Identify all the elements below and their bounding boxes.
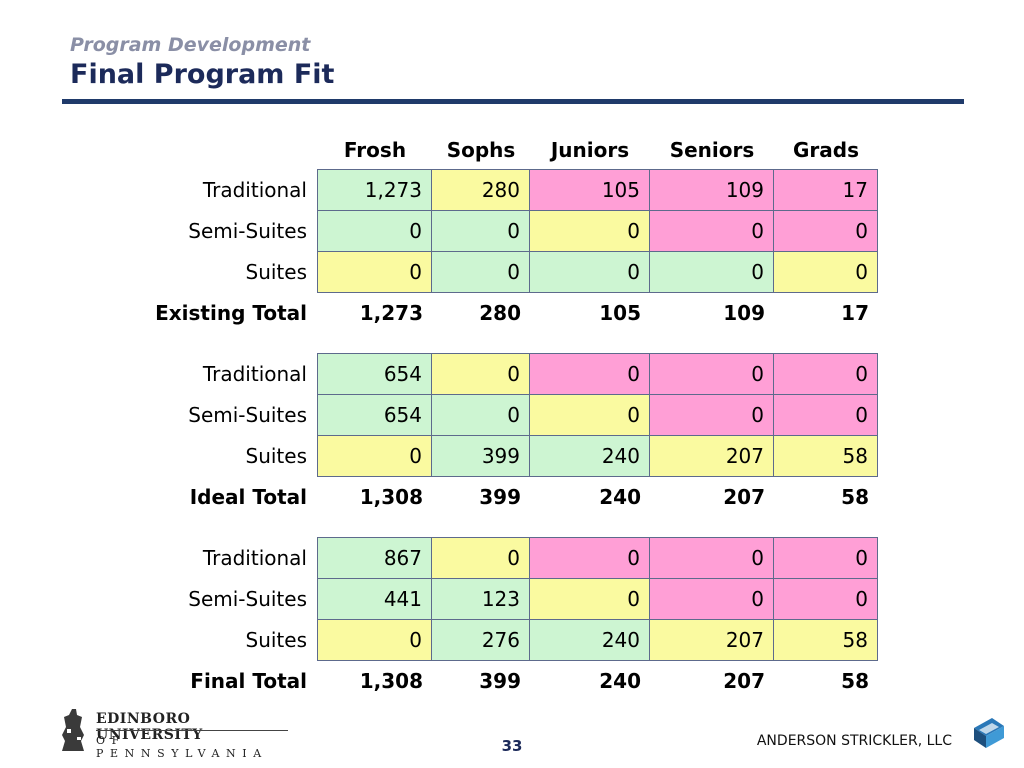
column-header-sophs: Sophs [446, 138, 516, 162]
table-cell: 0 [773, 251, 878, 293]
table-cell: 0 [649, 210, 774, 252]
total-value: 58 [841, 669, 869, 693]
table-cell: 0 [773, 537, 878, 579]
table-cell: 0 [317, 435, 432, 477]
row-label: Traditional [202, 546, 307, 570]
total-value: 240 [599, 669, 641, 693]
table-cell: 276 [431, 619, 530, 661]
slide-subtitle: Program Development [70, 34, 311, 56]
page-number: 33 [501, 737, 523, 755]
total-value: 207 [723, 669, 765, 693]
table-cell: 0 [529, 353, 650, 395]
total-value: 240 [599, 485, 641, 509]
edinboro-logo: EDINBORO UNIVERSITY OF PENNSYLVANIA [58, 707, 298, 760]
table-cell: 0 [431, 537, 530, 579]
total-value: 399 [479, 485, 521, 509]
table-cell: 0 [649, 251, 774, 293]
table-cell: 1,273 [317, 169, 432, 211]
table-cell: 0 [773, 210, 878, 252]
table-cell: 867 [317, 537, 432, 579]
table-cell: 0 [317, 619, 432, 661]
table-cell: 0 [431, 210, 530, 252]
total-value: 17 [841, 301, 869, 325]
total-value: 1,273 [359, 301, 423, 325]
table-cell: 399 [431, 435, 530, 477]
slide-title: Final Program Fit [70, 59, 335, 90]
row-label: Semi-Suites [188, 403, 307, 427]
table-cell: 58 [773, 435, 878, 477]
column-header-juniors: Juniors [550, 138, 630, 162]
table-cell: 0 [649, 578, 774, 620]
table-cell: 207 [649, 435, 774, 477]
table-cell: 0 [773, 353, 878, 395]
row-label: Semi-Suites [188, 219, 307, 243]
row-label: Semi-Suites [188, 587, 307, 611]
table-cell: 240 [529, 435, 650, 477]
column-header-grads: Grads [793, 138, 859, 162]
table-cell: 0 [431, 394, 530, 436]
row-label: Traditional [202, 178, 307, 202]
company-name: ANDERSON STRICKLER, LLC [756, 733, 952, 749]
table-cell: 654 [317, 353, 432, 395]
total-value: 280 [479, 301, 521, 325]
company-logo-icon [974, 718, 1004, 748]
table-cell: 0 [431, 353, 530, 395]
table-cell: 0 [649, 353, 774, 395]
table-cell: 0 [649, 537, 774, 579]
total-value: 1,308 [359, 669, 423, 693]
table-cell: 0 [529, 210, 650, 252]
statue-icon [62, 709, 84, 751]
table-cell: 105 [529, 169, 650, 211]
row-label: Suites [245, 628, 308, 652]
column-header-frosh: Frosh [343, 138, 407, 162]
university-name: EDINBORO UNIVERSITY [96, 711, 203, 743]
total-value: 58 [841, 485, 869, 509]
table-cell: 0 [529, 251, 650, 293]
row-label: Suites [245, 444, 308, 468]
university-state: OF PENNSYLVANIA [96, 734, 268, 760]
table-cell: 280 [431, 169, 530, 211]
total-label: Final Total [190, 669, 307, 693]
table-cell: 441 [317, 578, 432, 620]
table-cell: 0 [529, 537, 650, 579]
row-label: Suites [245, 260, 308, 284]
university-rule [96, 730, 288, 731]
total-label: Ideal Total [189, 485, 307, 509]
table-cell: 0 [773, 578, 878, 620]
title-rule [62, 99, 964, 104]
table-cell: 0 [773, 394, 878, 436]
total-value: 105 [599, 301, 641, 325]
table-cell: 17 [773, 169, 878, 211]
row-label: Traditional [202, 362, 307, 386]
table-cell: 207 [649, 619, 774, 661]
table-cell: 0 [431, 251, 530, 293]
table-cell: 0 [317, 251, 432, 293]
table-cell: 654 [317, 394, 432, 436]
total-label: Existing Total [155, 301, 307, 325]
table-cell: 123 [431, 578, 530, 620]
total-value: 1,308 [359, 485, 423, 509]
table-cell: 0 [649, 394, 774, 436]
table-cell: 0 [317, 210, 432, 252]
table-cell: 58 [773, 619, 878, 661]
total-value: 109 [723, 301, 765, 325]
table-cell: 0 [529, 394, 650, 436]
total-value: 207 [723, 485, 765, 509]
table-cell: 109 [649, 169, 774, 211]
table-cell: 240 [529, 619, 650, 661]
total-value: 399 [479, 669, 521, 693]
column-header-seniors: Seniors [669, 138, 755, 162]
table-cell: 0 [529, 578, 650, 620]
